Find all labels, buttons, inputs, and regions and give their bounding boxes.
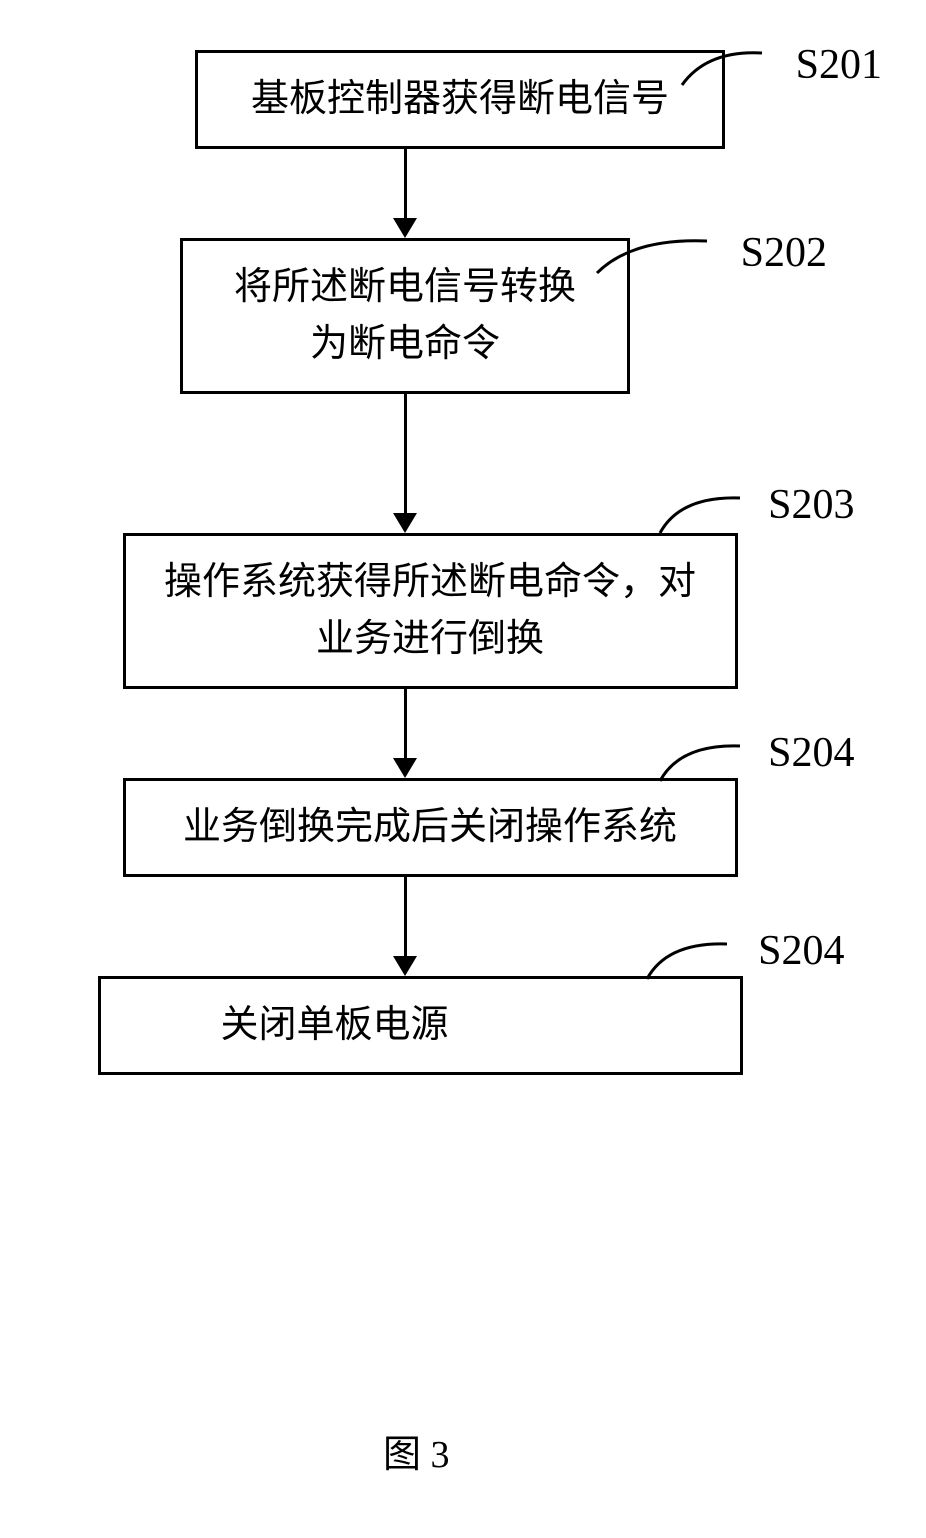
step-row-s204a: 业务倒换完成后关闭操作系统 S204: [70, 778, 850, 877]
box-s204a: 业务倒换完成后关闭操作系统 S204: [123, 778, 738, 877]
box-s201: 基板控制器获得断电信号 S201: [195, 50, 725, 149]
box-s202: 将所述断电信号转换 为断电命令 S202: [180, 238, 630, 394]
label-s204b: S204: [758, 927, 844, 975]
label-s204a: S204: [768, 729, 854, 777]
box-text-s204b: 关闭单板电源: [221, 997, 449, 1054]
label-arc-s201: [677, 45, 767, 90]
step-row-s201: 基板控制器获得断电信号 S201: [70, 50, 850, 149]
arrow-after-s204a: [70, 877, 850, 976]
box-text-s201: 基板控制器获得断电信号: [251, 71, 669, 128]
box-s203: 操作系统获得所述断电命令，对 业务进行倒换 S203: [123, 533, 738, 689]
label-s203: S203: [768, 481, 854, 529]
step-row-s203: 操作系统获得所述断电命令，对 业务进行倒换 S203: [70, 533, 850, 689]
box-text-s202: 将所述断电信号转换 为断电命令: [234, 259, 576, 373]
label-s201: S201: [796, 41, 882, 89]
label-arc-s202: [592, 233, 712, 278]
label-arc-s203: [655, 488, 745, 538]
box-text-s203: 操作系统获得所述断电命令，对 业务进行倒换: [164, 554, 696, 668]
box-s204b: 关闭单板电源 S204: [98, 976, 743, 1075]
label-arc-s204a: [655, 736, 745, 786]
step-row-s202: 将所述断电信号转换 为断电命令 S202: [70, 238, 850, 394]
figure-caption: 图 3: [383, 1423, 450, 1478]
label-arc-s204b: [642, 934, 732, 984]
label-s202: S202: [741, 229, 827, 277]
flowchart-container: 基板控制器获得断电信号 S201 将所述断电信号转换 为断电命令 S202: [70, 50, 850, 1075]
box-text-s204a: 业务倒换完成后关闭操作系统: [183, 799, 677, 856]
arrow-after-s201: [70, 149, 850, 238]
step-row-s204b: 关闭单板电源 S204: [70, 976, 850, 1075]
